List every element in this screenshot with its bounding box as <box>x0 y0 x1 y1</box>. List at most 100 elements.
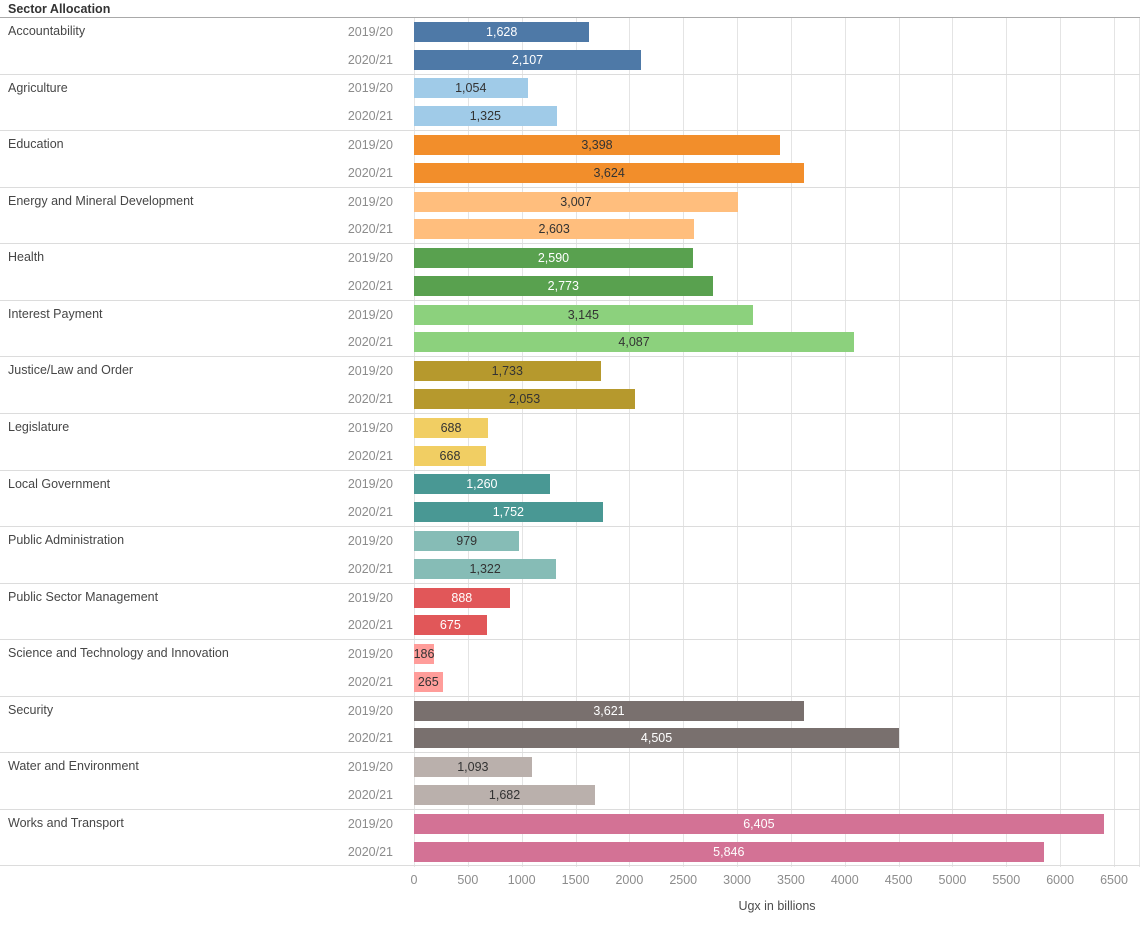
bar[interactable]: 2,603 <box>414 219 695 240</box>
year-label[interactable]: 2019/20 <box>347 251 393 266</box>
year-label[interactable]: 2020/21 <box>347 165 393 180</box>
bar-value-label: 1,260 <box>466 477 498 492</box>
sector-label[interactable]: Justice/Law and Order <box>8 363 134 378</box>
year-label[interactable]: 2020/21 <box>347 731 393 746</box>
sector-label[interactable]: Energy and Mineral Development <box>8 193 194 208</box>
sector-label[interactable]: Science and Technology and Innovation <box>8 646 229 661</box>
bar[interactable]: 1,260 <box>414 474 550 495</box>
bar[interactable]: 1,054 <box>414 78 528 99</box>
year-label[interactable]: 2019/20 <box>347 420 393 435</box>
bar-row: 3,621 <box>414 697 1140 725</box>
year-label[interactable]: 2019/20 <box>347 760 393 775</box>
year-label[interactable]: 2019/20 <box>347 364 393 379</box>
bar[interactable]: 668 <box>414 445 486 466</box>
bar[interactable]: 3,624 <box>414 162 805 183</box>
year-label[interactable]: 2020/21 <box>347 109 393 124</box>
bar[interactable]: 6,405 <box>414 813 1104 834</box>
year-labels: 2019/20 2020/21 <box>310 244 414 300</box>
year-label[interactable]: 2020/21 <box>347 674 393 689</box>
sector-bars: 979 1,322 <box>414 527 1140 583</box>
sector-bars: 2,590 2,773 <box>414 244 1140 300</box>
year-labels: 2019/20 2020/21 <box>310 527 414 583</box>
bar[interactable]: 1,093 <box>414 757 532 778</box>
bar[interactable]: 3,007 <box>414 191 738 212</box>
sector-label[interactable]: Works and Transport <box>8 815 124 830</box>
bar-row: 1,752 <box>414 498 1140 526</box>
bar-value-label: 888 <box>451 590 473 605</box>
year-label[interactable]: 2019/20 <box>347 477 393 492</box>
year-label[interactable]: 2019/20 <box>347 533 393 548</box>
bar-row: 3,145 <box>414 301 1140 329</box>
bar[interactable]: 2,053 <box>414 389 636 410</box>
bar[interactable]: 688 <box>414 417 489 438</box>
year-label[interactable]: 2020/21 <box>347 52 393 67</box>
sector-label[interactable]: Public Administration <box>8 533 125 548</box>
sector-label[interactable]: Accountability <box>8 24 86 38</box>
year-label[interactable]: 2020/21 <box>347 618 393 633</box>
sector-label[interactable]: Public Sector Management <box>8 589 159 604</box>
bar[interactable]: 675 <box>414 615 487 636</box>
sector-label[interactable]: Agriculture <box>8 80 68 95</box>
sector-row-group: Health 2019/20 2020/21 2,590 2,773 <box>0 244 1140 301</box>
bar[interactable]: 4,087 <box>414 332 855 353</box>
sector-label[interactable]: Health <box>8 250 45 265</box>
sector-bars: 888 675 <box>414 584 1140 640</box>
year-label[interactable]: 2019/20 <box>347 590 393 605</box>
sector-bars: 3,145 4,087 <box>414 301 1140 357</box>
bar[interactable]: 888 <box>414 587 510 608</box>
bar[interactable]: 1,733 <box>414 361 601 382</box>
year-labels: 2019/20 2020/21 <box>310 301 414 357</box>
year-label[interactable]: 2020/21 <box>347 278 393 293</box>
sector-label[interactable]: Interest Payment <box>8 306 103 321</box>
bar-row: 1,093 <box>414 753 1140 781</box>
year-label[interactable]: 2020/21 <box>347 787 393 802</box>
bar[interactable]: 1,682 <box>414 784 596 805</box>
year-label[interactable]: 2020/21 <box>347 505 393 520</box>
year-label[interactable]: 2019/20 <box>347 647 393 662</box>
bar[interactable]: 265 <box>414 671 443 692</box>
bar-row: 4,087 <box>414 329 1140 357</box>
bar[interactable]: 3,621 <box>414 700 804 721</box>
sector-label[interactable]: Education <box>8 137 64 152</box>
bar[interactable]: 5,846 <box>414 841 1044 862</box>
year-label[interactable]: 2019/20 <box>347 194 393 209</box>
sector-bars: 3,398 3,624 <box>414 131 1140 187</box>
year-label[interactable]: 2020/21 <box>347 844 393 859</box>
year-label[interactable]: 2019/20 <box>347 816 393 831</box>
sector-label[interactable]: Local Government <box>8 476 111 491</box>
bar[interactable]: 1,325 <box>414 106 557 127</box>
year-labels: 2019/20 2020/21 <box>310 471 414 527</box>
year-labels: 2019/20 2020/21 <box>310 697 414 753</box>
sector-label[interactable]: Legislature <box>8 419 70 434</box>
bar[interactable]: 4,505 <box>414 728 900 749</box>
bar[interactable]: 1,322 <box>414 558 557 579</box>
year-label[interactable]: 2020/21 <box>347 448 393 463</box>
year-label[interactable]: 2019/20 <box>347 24 393 39</box>
year-label[interactable]: 2019/20 <box>347 81 393 96</box>
year-label[interactable]: 2020/21 <box>347 561 393 576</box>
bar[interactable]: 186 <box>414 644 434 665</box>
bar[interactable]: 2,590 <box>414 248 693 269</box>
bar[interactable]: 1,628 <box>414 21 590 42</box>
gridline <box>1060 18 1062 867</box>
year-labels: 2019/20 2020/21 <box>310 131 414 187</box>
bar[interactable]: 3,145 <box>414 304 753 325</box>
bar[interactable]: 2,773 <box>414 275 713 296</box>
bar[interactable]: 1,752 <box>414 502 603 523</box>
sector-label[interactable]: Security <box>8 702 54 717</box>
year-label[interactable]: 2020/21 <box>347 222 393 237</box>
bar-row: 1,322 <box>414 555 1140 583</box>
bar-row: 3,624 <box>414 159 1140 187</box>
sector-bars: 3,621 4,505 <box>414 697 1140 753</box>
year-label[interactable]: 2020/21 <box>347 392 393 407</box>
bar-value-label: 265 <box>417 674 439 689</box>
year-label[interactable]: 2019/20 <box>347 138 393 153</box>
x-axis-tick-label: 2000 <box>615 873 644 888</box>
year-label[interactable]: 2019/20 <box>347 703 393 718</box>
year-label[interactable]: 2019/20 <box>347 307 393 322</box>
bar[interactable]: 979 <box>414 530 520 551</box>
sector-label[interactable]: Water and Environment <box>8 759 139 774</box>
bar[interactable]: 2,107 <box>414 49 641 70</box>
year-label[interactable]: 2020/21 <box>347 335 393 350</box>
bar[interactable]: 3,398 <box>414 135 780 156</box>
